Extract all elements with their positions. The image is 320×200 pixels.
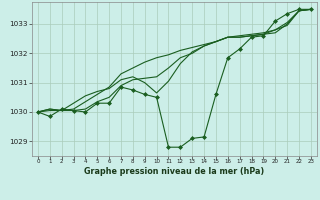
- X-axis label: Graphe pression niveau de la mer (hPa): Graphe pression niveau de la mer (hPa): [84, 167, 265, 176]
